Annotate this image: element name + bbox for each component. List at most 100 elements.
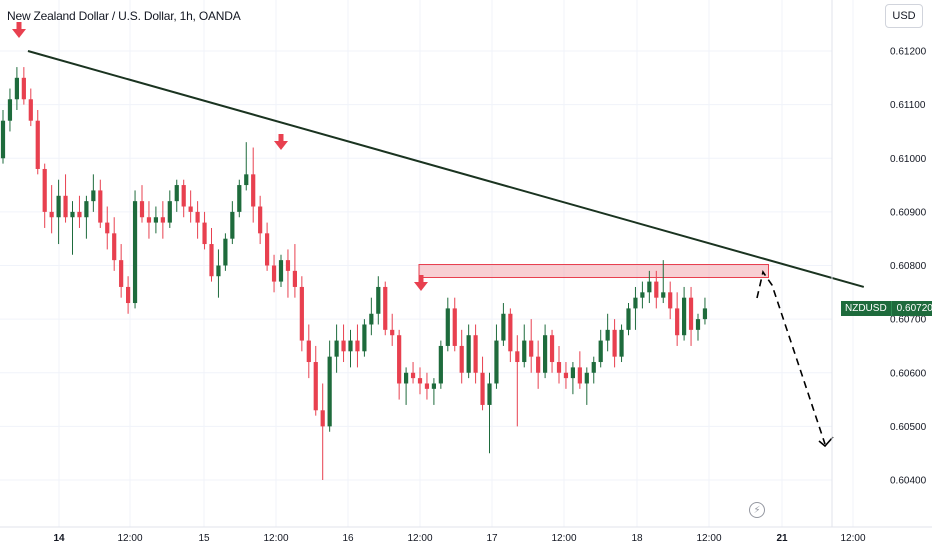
- candle: [536, 340, 541, 389]
- lightning-icon[interactable]: ⚡: [749, 502, 765, 518]
- candle-body: [313, 362, 318, 411]
- y-tick-label: 0.61200: [890, 47, 927, 58]
- time-axis[interactable]: 14 12:00 15 12:00 16 12:00 17 12:00 18 12:00 21 12:…: [53, 533, 866, 544]
- x-tick-label: 17: [486, 533, 498, 544]
- candle: [626, 303, 631, 336]
- candle-body: [84, 201, 89, 218]
- candle-body: [452, 308, 457, 346]
- candle: [633, 286, 638, 330]
- candle-body: [146, 217, 152, 223]
- candle: [292, 244, 297, 298]
- arrow-shaft: [278, 134, 284, 142]
- x-tick-label: 12:00: [117, 533, 142, 544]
- chart-title: New Zealand Dollar / U.S. Dollar, 1h, OA…: [7, 9, 241, 23]
- candle: [244, 142, 249, 191]
- candle-body: [56, 195, 61, 218]
- candle: [139, 185, 145, 223]
- projection-layer: [756, 270, 834, 448]
- candle-body: [209, 244, 214, 277]
- candle: [431, 378, 436, 405]
- candle: [668, 281, 673, 320]
- candle-body: [668, 292, 673, 309]
- candle: [369, 297, 374, 336]
- candle: [126, 276, 131, 314]
- candle: [466, 324, 471, 379]
- candle-body: [306, 340, 311, 363]
- trendline: [27, 50, 865, 288]
- candle-body: [285, 260, 291, 271]
- candle: [515, 335, 520, 427]
- arrow-head: [12, 29, 26, 38]
- candle: [167, 190, 172, 228]
- candle-body: [563, 372, 569, 379]
- candle-body: [278, 260, 284, 282]
- candle: [404, 367, 409, 405]
- x-tick-label: 12:00: [840, 533, 865, 544]
- candle: [459, 329, 464, 384]
- candle: [153, 206, 158, 234]
- candle: [146, 201, 152, 239]
- candle-body: [508, 313, 513, 352]
- candle-body: [77, 211, 82, 218]
- candle: [410, 362, 416, 384]
- candle-body: [661, 292, 666, 298]
- candle: [661, 260, 666, 304]
- trendline-layer: [27, 50, 865, 288]
- candle-body: [417, 378, 423, 384]
- candle-body: [334, 340, 339, 357]
- y-tick-label: 0.60400: [890, 476, 927, 487]
- candle: [577, 351, 582, 389]
- candle-body: [682, 297, 687, 336]
- candle-body: [459, 345, 464, 373]
- candle-body: [98, 190, 103, 223]
- candle-body: [529, 340, 534, 357]
- candle-body: [132, 201, 138, 304]
- candle: [278, 254, 284, 287]
- candle-body: [28, 99, 33, 121]
- candle-body: [362, 324, 367, 352]
- candle-body: [438, 345, 443, 384]
- currency-button[interactable]: USD: [885, 4, 923, 28]
- candle-body: [299, 286, 304, 341]
- candle-body: [167, 201, 172, 223]
- candle-body: [473, 335, 478, 373]
- candle: [271, 254, 277, 293]
- price-axis[interactable]: 0.61200 0.61100 0.61000 0.60900 0.60800 0.607…: [890, 47, 927, 487]
- candle: [355, 324, 360, 368]
- candle: [98, 179, 103, 228]
- arrow-down-icon: [12, 22, 26, 38]
- candle: [21, 67, 26, 105]
- candle: [237, 179, 242, 218]
- y-tick-label: 0.60700: [890, 315, 927, 326]
- candle: [598, 329, 603, 368]
- candle-body: [376, 286, 381, 314]
- candle-body: [688, 297, 694, 330]
- candle: [390, 313, 395, 346]
- candle-body: [702, 308, 708, 320]
- candle: [417, 367, 423, 395]
- x-tick-label: 16: [342, 533, 354, 544]
- candle-body: [404, 372, 409, 384]
- candle: [647, 270, 652, 304]
- candle-body: [244, 174, 249, 186]
- candle: [188, 190, 193, 223]
- y-tick-label: 0.60500: [890, 422, 927, 433]
- candle-body: [70, 211, 75, 218]
- candle-body: [654, 281, 659, 298]
- candle-body: [0, 120, 6, 159]
- candle-body: [487, 383, 492, 405]
- candle-body: [292, 270, 297, 287]
- candle-body: [320, 410, 325, 427]
- candle-body: [410, 372, 416, 379]
- grid: [0, 0, 854, 527]
- candle: [682, 286, 687, 341]
- candle: [216, 249, 221, 298]
- candle: [223, 233, 228, 271]
- arrow-down-icon: [274, 134, 288, 150]
- candle: [174, 179, 179, 212]
- candle-body: [383, 286, 388, 330]
- candle: [265, 222, 270, 271]
- candle: [119, 244, 124, 298]
